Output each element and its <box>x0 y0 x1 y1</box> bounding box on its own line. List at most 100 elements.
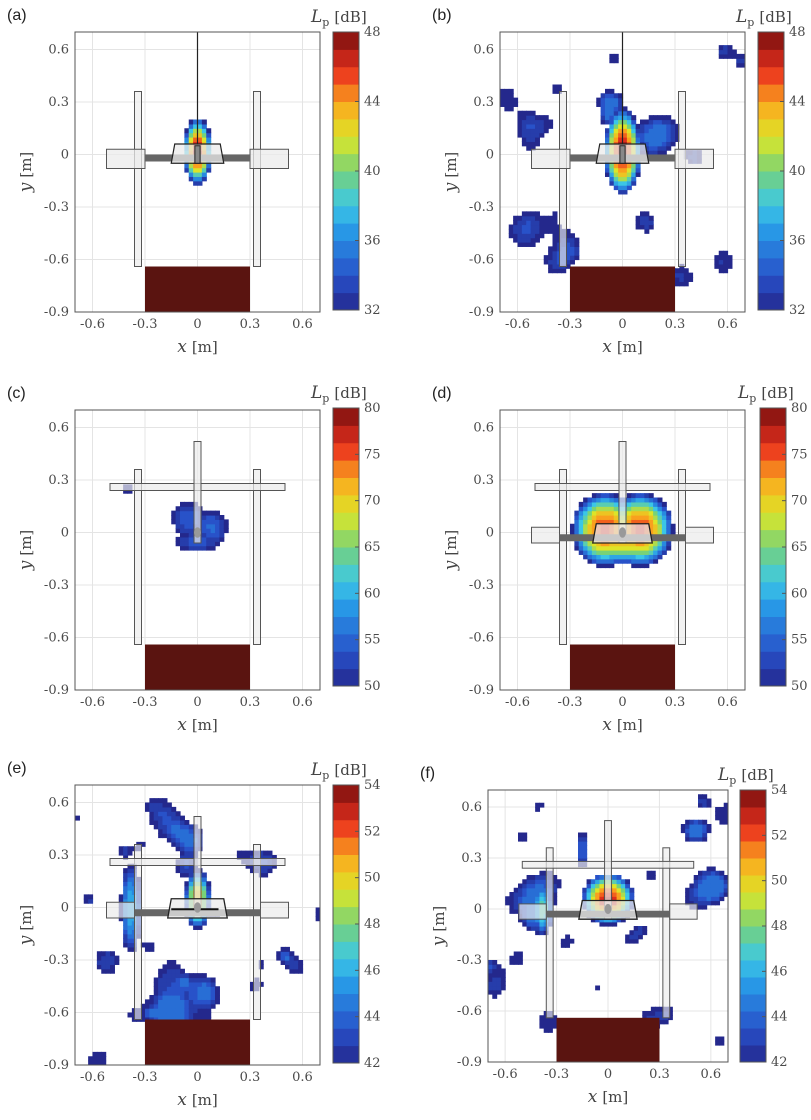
heat-cell <box>153 820 159 825</box>
heat-cell <box>565 934 571 940</box>
heat-cell <box>123 938 129 944</box>
heat-cell <box>633 930 639 936</box>
heat-cell <box>215 536 220 542</box>
colorbar-swatch <box>740 1011 766 1029</box>
heat-cell <box>640 506 645 512</box>
heat-cell <box>723 815 728 821</box>
colorbar-swatch <box>740 875 766 893</box>
heat-cell <box>215 541 220 547</box>
heat-cell <box>719 887 725 893</box>
colorbar-tick-label: 46 <box>771 964 788 979</box>
heat-cell <box>582 896 588 902</box>
left-post <box>134 91 142 267</box>
heat-cell <box>723 255 729 261</box>
heat-cell <box>258 850 264 856</box>
heat-cell <box>188 990 194 996</box>
heat-cell <box>110 951 115 957</box>
heat-cell <box>285 964 290 970</box>
heat-cell <box>158 981 164 987</box>
heat-cell <box>646 1015 652 1021</box>
heat-cell <box>526 237 532 243</box>
colorbar-swatch <box>333 32 359 50</box>
heat-cell <box>96 960 102 965</box>
heat-cell <box>626 493 632 499</box>
heat-cell <box>675 128 680 134</box>
heat-cell <box>188 128 194 134</box>
heat-cell <box>184 855 190 860</box>
heat-cell <box>180 1008 185 1014</box>
colorbar-swatch <box>333 425 359 444</box>
colorbar-swatch <box>758 292 784 311</box>
colorbar-swatch <box>333 205 359 224</box>
heat-cell <box>661 545 667 551</box>
heat-cell <box>267 850 273 856</box>
heat-cell <box>644 493 650 499</box>
heat-cell <box>693 828 699 834</box>
heat-cell <box>543 119 549 125</box>
heat-cell <box>518 887 523 893</box>
heat-cell <box>596 519 602 525</box>
heat-cell <box>153 977 159 983</box>
heat-cell <box>271 855 277 860</box>
heat-cell <box>127 920 133 926</box>
heat-cell <box>552 250 558 256</box>
heat-cell <box>539 115 545 121</box>
heat-cell <box>548 220 554 226</box>
heat-cell <box>201 128 207 134</box>
heat-cell <box>193 977 199 983</box>
colorbar-swatch <box>333 564 359 583</box>
floor-block <box>556 1017 660 1062</box>
heat-cell <box>188 881 194 887</box>
hub <box>194 902 201 913</box>
heat-cell <box>650 875 656 880</box>
y-tick-label: -0.3 <box>469 200 494 215</box>
heat-cell <box>526 145 532 151</box>
heat-cell <box>201 515 207 520</box>
heat-cell <box>188 837 194 843</box>
heat-cell <box>605 545 610 551</box>
heat-cell <box>574 528 580 534</box>
heat-cell <box>706 875 712 880</box>
heat-cell <box>500 981 506 987</box>
heat-cell <box>596 515 602 520</box>
heat-cell <box>574 242 580 247</box>
heat-cell <box>626 137 632 142</box>
x-tick-label: 0 <box>193 317 201 332</box>
heat-cell <box>714 259 720 265</box>
heat-cell <box>171 510 177 516</box>
heat-cell <box>635 224 641 230</box>
heat-cell <box>583 550 589 555</box>
heat-cell <box>518 951 523 957</box>
heat-cell <box>640 541 645 547</box>
heat-cell <box>188 841 194 847</box>
heat-cell <box>574 545 580 551</box>
heat-cell <box>535 132 540 138</box>
heat-cell <box>193 545 199 551</box>
heat-cell <box>657 123 663 129</box>
heat-cell <box>543 224 549 230</box>
heat-cell <box>644 215 650 221</box>
panel-f: -0.6 -0.3 0 0.3 0.60.60.30-0.3-0.6-0.9x [m]y[… <box>420 765 788 1107</box>
heat-cell <box>657 145 663 151</box>
heat-cell <box>521 110 527 116</box>
heat-cell <box>206 545 212 551</box>
heat-cell <box>582 845 588 851</box>
heat-cell <box>539 917 545 923</box>
heat-cell <box>206 532 212 538</box>
heat-cell <box>609 563 615 569</box>
heat-cell <box>193 137 199 142</box>
heat-cell <box>188 515 194 520</box>
heat-cell <box>582 887 588 893</box>
y-tick-label: 0.3 <box>461 851 482 866</box>
heat-cell <box>680 824 686 829</box>
heat-cell <box>631 519 637 525</box>
heat-cell <box>285 955 290 961</box>
heat-cell <box>140 841 146 847</box>
heat-cell <box>166 981 172 987</box>
heat-cell <box>648 123 654 129</box>
heat-cell <box>661 528 667 534</box>
heat-cell <box>723 875 728 880</box>
heat-cell <box>587 554 593 560</box>
colorbar-tick-label: 32 <box>789 303 806 318</box>
colorbar-swatch <box>333 616 359 635</box>
